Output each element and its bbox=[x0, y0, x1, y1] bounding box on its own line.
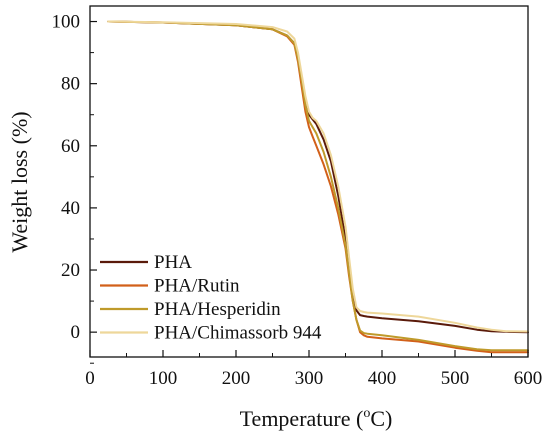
y-tick-label: 20 bbox=[61, 260, 80, 281]
x-tick-label: 500 bbox=[441, 368, 470, 389]
plot-lines bbox=[107, 20, 529, 354]
x-tick-label: 300 bbox=[295, 368, 324, 389]
x-tick-label: 0 bbox=[85, 368, 95, 389]
x-axis-ticks: 0 100 200 300 400 500 600 bbox=[85, 350, 542, 389]
series-line-4 bbox=[107, 20, 529, 333]
series-line-3 bbox=[107, 20, 529, 352]
x-tick-label: 100 bbox=[149, 368, 178, 389]
legend-label: PHA/Chimassorb 944 bbox=[154, 323, 322, 344]
legend-label: PHA/Hesperidin bbox=[154, 299, 281, 320]
x-tick-label: 200 bbox=[222, 368, 251, 389]
y-tick-label: 80 bbox=[61, 74, 80, 95]
y-tick-label: 40 bbox=[61, 198, 80, 219]
x-axis-unit-superscript: o bbox=[363, 406, 370, 421]
y-axis-ticks: 0 20 40 60 80 100 bbox=[52, 12, 97, 364]
legend-label: PHA/Rutin bbox=[154, 276, 240, 297]
y-tick-label: 0 bbox=[71, 322, 81, 343]
y-tick-label: 60 bbox=[61, 136, 80, 157]
y-axis-title: Weight loss (%) bbox=[7, 111, 32, 252]
y-tick-label: 100 bbox=[52, 12, 81, 33]
x-tick-label: 400 bbox=[368, 368, 397, 389]
x-axis-title: Temperature (oC) bbox=[240, 406, 393, 431]
legend-label: PHA bbox=[154, 252, 192, 273]
x-tick-label: 600 bbox=[514, 368, 543, 389]
